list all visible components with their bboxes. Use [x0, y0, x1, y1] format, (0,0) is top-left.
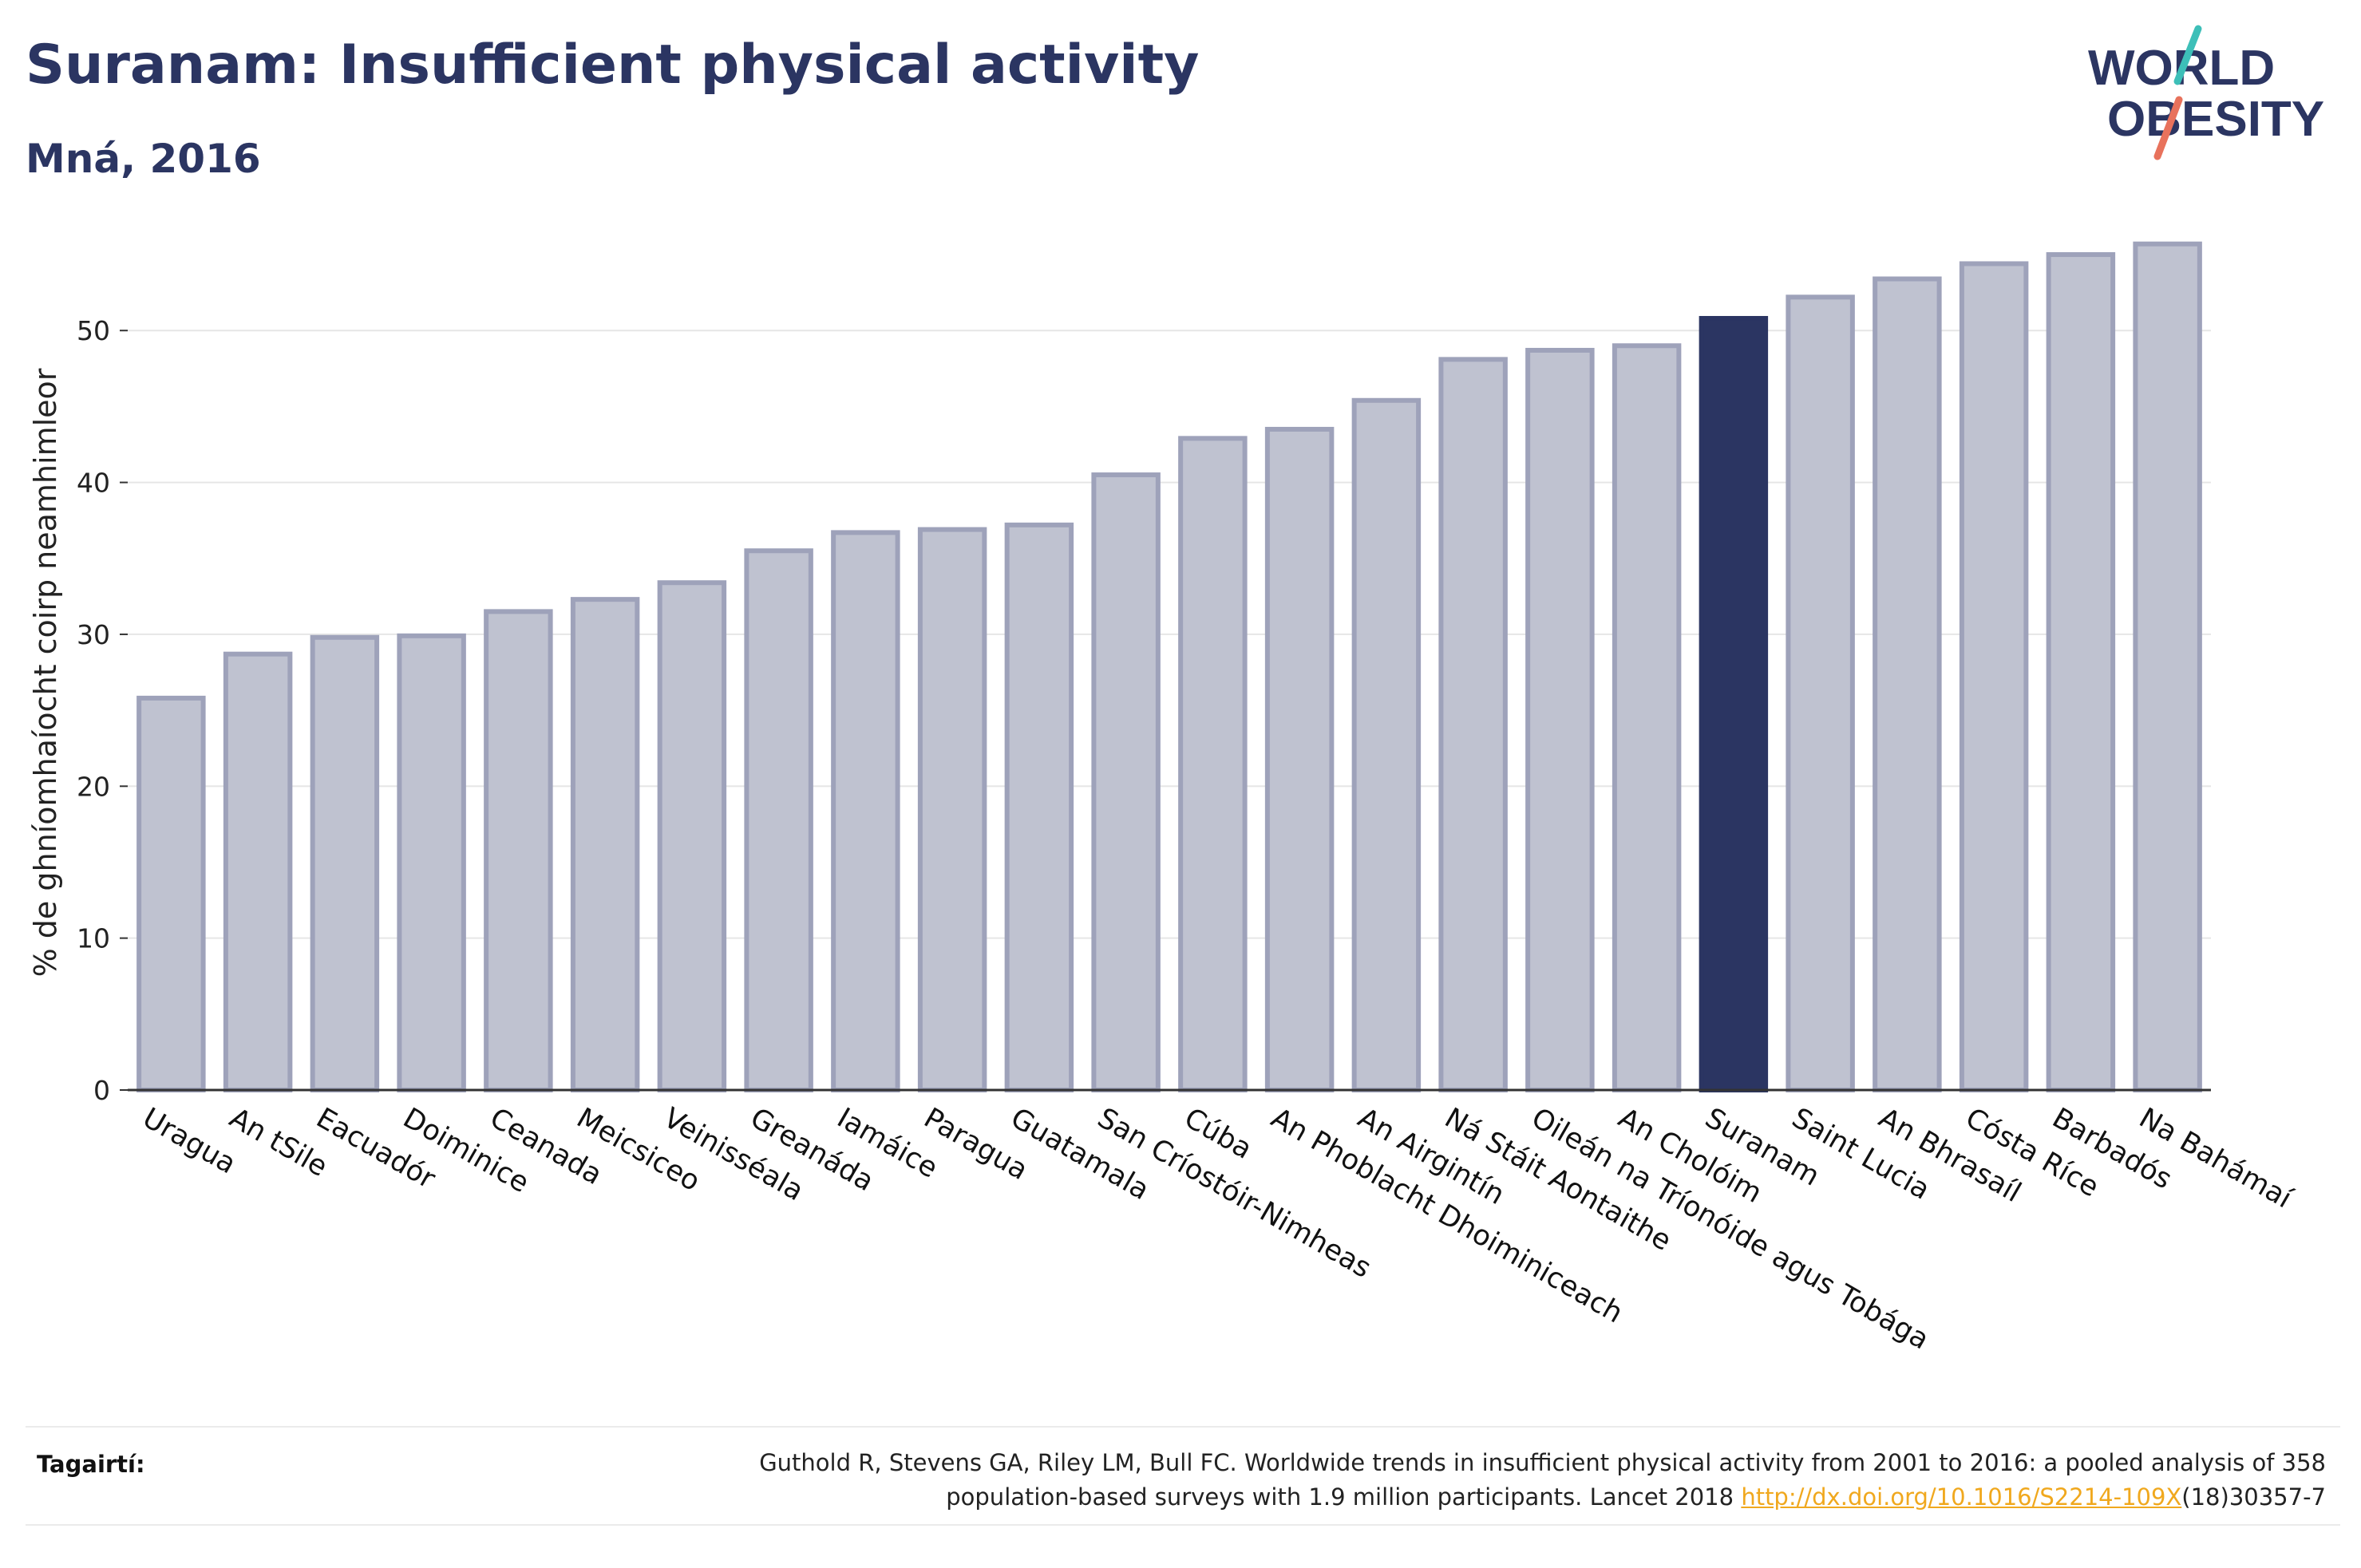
y-tick-label-0: 0	[93, 1075, 110, 1106]
x-tick-label-1: An tSile	[224, 1102, 333, 1183]
y-tick-label-10: 10	[77, 923, 110, 954]
reference-line1: Guthold R, Stevens GA, Riley LM, Bull FC…	[759, 1449, 2326, 1476]
bar-20	[1873, 276, 1942, 1092]
x-tick-label-0: Uragua	[137, 1102, 241, 1180]
y-tick-label-50: 50	[77, 315, 110, 346]
reference-line2: population-based surveys with 1.9 millio…	[490, 1480, 2326, 1515]
bar-12	[1178, 436, 1248, 1092]
bar-4	[484, 609, 553, 1092]
bar-0	[136, 695, 206, 1093]
bar-23	[2133, 241, 2202, 1093]
logo-line2: OBESITY	[2107, 92, 2324, 147]
bar-14	[1351, 397, 1422, 1092]
bar-13	[1264, 426, 1335, 1092]
bar-18	[1699, 315, 1769, 1092]
chart-title: Suranam: Insufficient physical activity	[26, 34, 1200, 97]
y-tick-label-40: 40	[77, 468, 110, 499]
bar-5	[570, 597, 640, 1092]
bar-7	[744, 548, 813, 1092]
bar-15	[1438, 357, 1508, 1092]
footer-top-divider	[26, 1426, 2340, 1428]
bar-22	[2046, 252, 2116, 1092]
bar-17	[1612, 343, 1682, 1092]
bar-16	[1525, 347, 1595, 1093]
references-label: Tagairtí:	[37, 1451, 145, 1478]
y-axis-title: % de ghníomhaíocht coirp neamhimleor	[28, 368, 63, 977]
bar-chart: 0 10 20 30 40 50 % de ghníomhaíocht coirp neam…	[28, 241, 2298, 1356]
logo-slash-bottom	[2153, 96, 2183, 160]
bar-2	[310, 634, 380, 1092]
bar-9	[917, 527, 987, 1092]
reference-line2-end: (18)30357-7	[2181, 1483, 2326, 1511]
bar-10	[1004, 522, 1074, 1092]
bar-1	[223, 651, 293, 1092]
reference-line2-start: population-based surveys with 1.9 millio…	[946, 1483, 1742, 1511]
y-tick-label-30: 30	[77, 619, 110, 650]
bar-8	[831, 530, 900, 1092]
doi-link[interactable]: http://dx.doi.org/10.1016/S2214-109X	[1741, 1483, 2182, 1511]
bar-6	[657, 580, 727, 1092]
reference-text: Guthold R, Stevens GA, Riley LM, Bull FC…	[490, 1446, 2326, 1515]
footer-bottom-divider	[26, 1524, 2340, 1526]
bar-11	[1091, 472, 1161, 1092]
logo-slash-top	[2173, 25, 2202, 85]
bar-21	[1959, 261, 2029, 1092]
bar-19	[1786, 294, 1855, 1093]
bar-3	[397, 633, 466, 1092]
chart-subtitle: Mná, 2016	[26, 136, 261, 182]
y-tick-label-20: 20	[77, 771, 110, 802]
world-obesity-logo: WORLD OBESITY	[2088, 25, 2324, 160]
